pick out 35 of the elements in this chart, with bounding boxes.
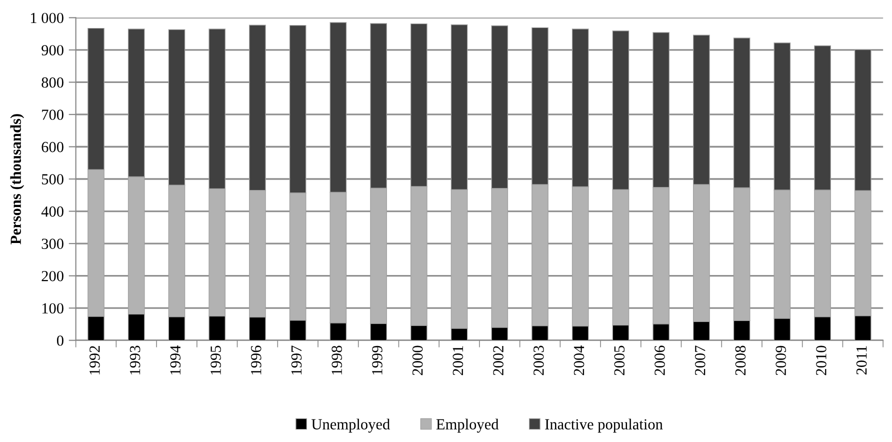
y-tick-label: 200 bbox=[42, 270, 64, 282]
x-tick-label: 2002 bbox=[493, 346, 504, 376]
x-tick-label: 1998 bbox=[332, 346, 342, 374]
y-tick-label: 100 bbox=[42, 303, 64, 314]
x-tick-label: 2010 bbox=[816, 346, 826, 376]
y-tick-label: 500 bbox=[42, 174, 64, 184]
y-tick-label: 600 bbox=[42, 142, 64, 152]
x-tick-label: 2007 bbox=[694, 346, 706, 376]
x-tick-label: 1999 bbox=[372, 346, 382, 374]
x-tick-label: 1993 bbox=[130, 346, 140, 374]
x-tick-label: 2011 bbox=[856, 346, 867, 375]
x-tick-label: 2001 bbox=[452, 346, 464, 376]
x-tick-label: 1994 bbox=[170, 345, 181, 374]
x-tick-label: 2000 bbox=[412, 346, 423, 376]
y-tick-label: 700 bbox=[42, 110, 64, 120]
legend-label: Unemployed bbox=[312, 418, 390, 433]
y-tick-label: 0 bbox=[56, 335, 64, 346]
legend-label: Employed bbox=[436, 418, 499, 433]
x-tick-label: 2003 bbox=[534, 346, 544, 376]
x-tick-label: 1996 bbox=[251, 346, 262, 374]
y-tick-label: 800 bbox=[42, 77, 64, 88]
y-tick-label: 900 bbox=[42, 45, 64, 56]
x-tick-label: 2009 bbox=[776, 346, 786, 376]
legend-label: Inactive population bbox=[545, 418, 663, 433]
x-tick-label: 2004 bbox=[574, 345, 584, 376]
x-tick-label: 2008 bbox=[735, 346, 746, 376]
y-tick-label: 1 000 bbox=[30, 12, 64, 24]
x-tick-label: 1995 bbox=[210, 346, 221, 374]
x-tick-label: 1992 bbox=[90, 346, 100, 374]
y-tick-label: 300 bbox=[42, 238, 64, 249]
x-tick-label: 1997 bbox=[291, 346, 302, 374]
y-tick-label: 400 bbox=[41, 206, 64, 217]
x-tick-label: 2005 bbox=[614, 346, 625, 376]
y-axis-title: Persons (thousands) bbox=[10, 114, 24, 244]
x-tick-label: 2006 bbox=[654, 346, 665, 376]
